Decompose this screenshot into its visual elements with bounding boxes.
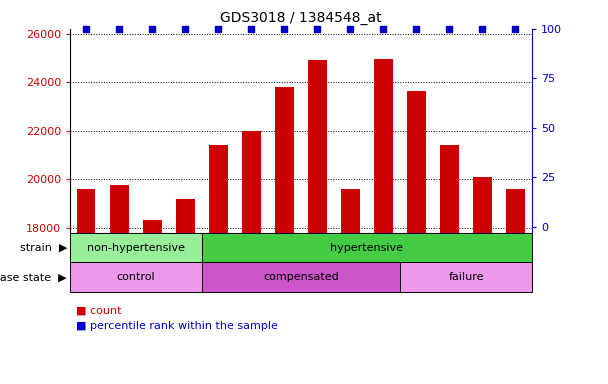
Text: non-hypertensive: non-hypertensive [87, 243, 185, 253]
Point [345, 26, 355, 32]
Bar [70, 233, 202, 262]
Point [379, 26, 389, 32]
Point [247, 26, 257, 32]
Text: ■ percentile rank within the sample: ■ percentile rank within the sample [76, 321, 278, 331]
Text: disease state  ▶: disease state ▶ [0, 272, 67, 282]
Point [412, 26, 421, 32]
Text: hypertensive: hypertensive [331, 243, 404, 253]
Text: strain  ▶: strain ▶ [19, 243, 67, 253]
Bar [176, 199, 195, 233]
Point [81, 26, 91, 32]
Bar [506, 189, 525, 233]
Bar [202, 233, 532, 262]
Bar [275, 87, 294, 233]
Point [114, 26, 124, 32]
Point [444, 26, 454, 32]
Point [181, 26, 190, 32]
Bar [375, 59, 393, 233]
Point [148, 26, 157, 32]
Point [313, 26, 322, 32]
Point [213, 26, 223, 32]
Text: control: control [117, 272, 155, 282]
Bar [407, 91, 426, 233]
Point [511, 26, 520, 32]
Text: failure: failure [448, 272, 484, 282]
Bar [70, 262, 202, 292]
Bar [209, 145, 227, 233]
Point [478, 26, 488, 32]
Text: ■ count: ■ count [76, 305, 122, 315]
Title: GDS3018 / 1384548_at: GDS3018 / 1384548_at [220, 11, 382, 25]
Bar [400, 262, 532, 292]
Bar [440, 145, 458, 233]
Text: compensated: compensated [263, 272, 339, 282]
Bar [341, 189, 359, 233]
Bar [77, 189, 95, 233]
Bar [143, 220, 162, 233]
Point [280, 26, 289, 32]
Bar [308, 60, 326, 233]
Bar [202, 262, 400, 292]
Bar [110, 185, 128, 233]
Bar [474, 177, 491, 233]
Bar [243, 131, 260, 233]
